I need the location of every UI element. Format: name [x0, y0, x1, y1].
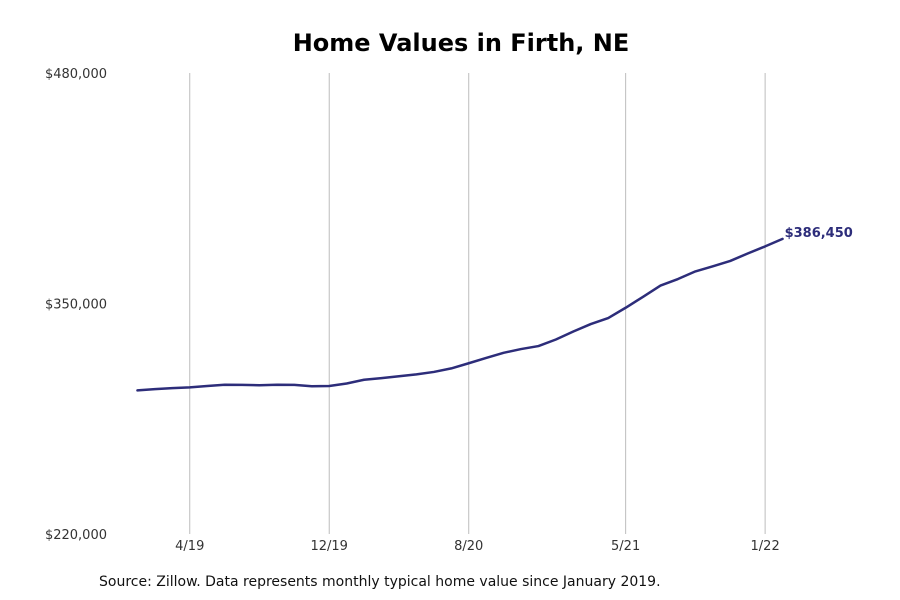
data-point	[502, 351, 506, 355]
data-point	[380, 376, 384, 380]
data-point	[519, 347, 523, 351]
x-tick-label: 12/19	[310, 539, 347, 554]
x-tick-label: 5/21	[611, 539, 640, 554]
data-point	[589, 322, 593, 326]
data-point	[746, 252, 750, 256]
data-point	[240, 383, 244, 387]
end-value-label: $386,450	[785, 226, 853, 241]
data-point	[327, 384, 331, 388]
series-layer	[135, 237, 784, 392]
data-point	[135, 388, 139, 392]
data-point	[345, 381, 349, 385]
x-tick-label: 8/20	[454, 539, 483, 554]
data-point	[606, 316, 610, 320]
data-point	[310, 384, 314, 388]
data-point	[257, 383, 261, 387]
data-point	[711, 264, 715, 268]
data-point	[467, 361, 471, 365]
data-point	[571, 330, 575, 334]
chart-title: Home Values in Firth, NE	[293, 29, 630, 57]
data-point	[432, 370, 436, 374]
data-point	[763, 244, 767, 248]
x-tick-label: 1/22	[751, 539, 780, 554]
data-point	[449, 366, 453, 370]
y-tick-label: $220,000	[45, 528, 107, 543]
x-axis-ticks: 4/19 12/19 8/20 5/21 1/22	[175, 539, 780, 554]
x-tick-label: 4/19	[175, 539, 204, 554]
data-point	[693, 269, 697, 273]
data-point	[624, 306, 628, 310]
series-line-0	[136, 237, 784, 392]
data-point	[153, 387, 157, 391]
data-point	[188, 385, 192, 389]
data-point	[170, 386, 174, 390]
data-point	[554, 337, 558, 341]
data-point	[362, 378, 366, 382]
data-point	[659, 284, 663, 288]
data-point	[292, 383, 296, 387]
data-point	[205, 384, 209, 388]
data-point	[728, 259, 732, 263]
data-point	[641, 295, 645, 299]
data-point	[414, 372, 418, 376]
y-tick-label: $480,000	[45, 67, 107, 82]
data-point	[484, 356, 488, 360]
data-point	[397, 374, 401, 378]
data-point	[223, 383, 227, 387]
data-point	[676, 277, 680, 281]
grid-lines	[189, 73, 766, 534]
y-axis-ticks: $220,000 $350,000 $480,000	[45, 67, 107, 543]
data-point	[275, 383, 279, 387]
y-tick-label: $350,000	[45, 298, 107, 313]
data-point	[536, 344, 540, 348]
source-note: Source: Zillow. Data represents monthly …	[99, 574, 661, 590]
